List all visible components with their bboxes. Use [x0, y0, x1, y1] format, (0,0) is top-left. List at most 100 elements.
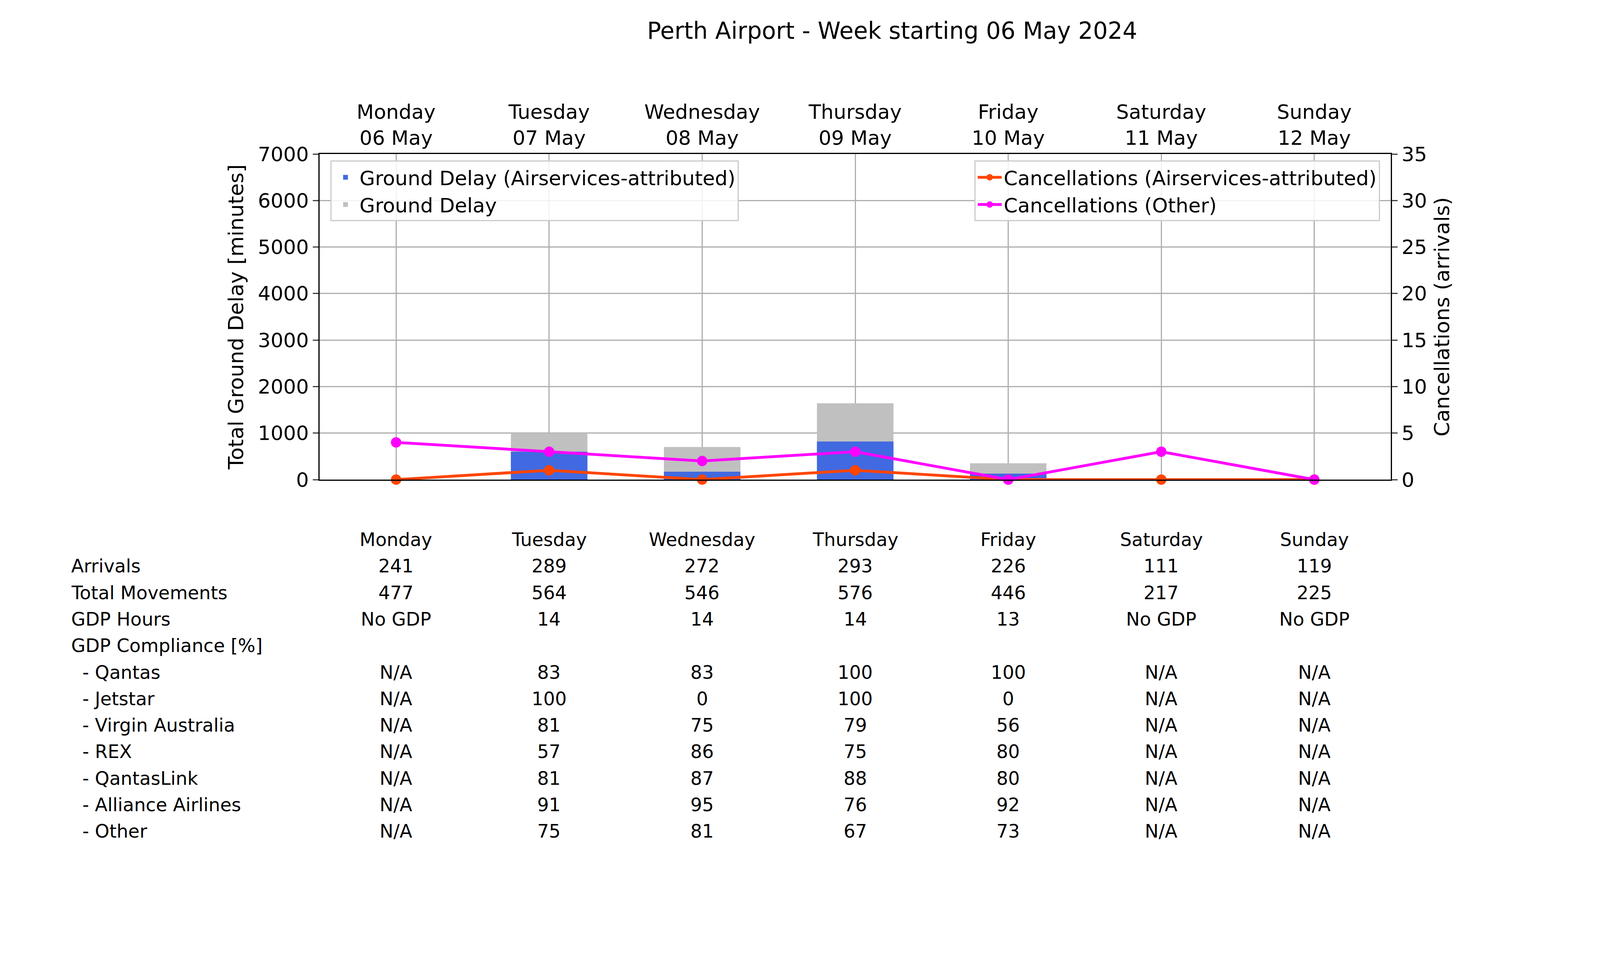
- svg-text:N/A: N/A: [379, 820, 413, 842]
- svg-text:N/A: N/A: [379, 767, 413, 790]
- svg-text:100: 100: [837, 661, 873, 684]
- svg-text:Friday: Friday: [980, 528, 1036, 551]
- svg-text:N/A: N/A: [1144, 767, 1178, 790]
- svg-text:0: 0: [696, 688, 708, 710]
- svg-text:Cancellations (arrivals): Cancellations (arrivals): [1430, 197, 1454, 437]
- svg-text:289: 289: [531, 555, 567, 577]
- svg-text:Total Movements: Total Movements: [71, 582, 228, 604]
- svg-text:81: 81: [690, 820, 714, 842]
- svg-text:Thursday: Thursday: [812, 528, 899, 551]
- svg-text:N/A: N/A: [1298, 714, 1331, 736]
- svg-text:446: 446: [990, 582, 1026, 604]
- svg-text:- REX: - REX: [82, 740, 132, 763]
- svg-text:76: 76: [843, 794, 868, 816]
- svg-text:N/A: N/A: [379, 714, 413, 736]
- svg-text:111: 111: [1143, 555, 1179, 577]
- svg-text:- Other: - Other: [82, 820, 148, 842]
- svg-text:225: 225: [1296, 582, 1332, 604]
- svg-text:80: 80: [996, 740, 1020, 763]
- svg-text:4000: 4000: [258, 282, 309, 306]
- svg-text:56: 56: [996, 714, 1020, 736]
- svg-text:57: 57: [537, 740, 561, 763]
- svg-text:92: 92: [996, 794, 1020, 816]
- svg-text:100: 100: [837, 688, 873, 710]
- svg-text:100: 100: [990, 661, 1026, 684]
- svg-text:241: 241: [378, 555, 414, 577]
- svg-text:88: 88: [843, 767, 868, 790]
- svg-text:- Alliance Airlines: - Alliance Airlines: [82, 794, 242, 816]
- svg-text:Tuesday: Tuesday: [511, 528, 587, 551]
- svg-text:Ground Delay (Airservices-attr: Ground Delay (Airservices-attributed): [359, 166, 736, 190]
- svg-text:293: 293: [837, 555, 873, 577]
- svg-text:- Jetstar: - Jetstar: [82, 688, 155, 710]
- svg-text:N/A: N/A: [1144, 820, 1178, 842]
- svg-text:N/A: N/A: [379, 740, 413, 763]
- svg-text:81: 81: [537, 767, 561, 790]
- svg-text:N/A: N/A: [1298, 820, 1331, 842]
- svg-text:Friday10 May: Friday10 May: [971, 100, 1045, 150]
- svg-text:Cancellations (Other): Cancellations (Other): [1003, 194, 1217, 218]
- svg-text:0: 0: [296, 468, 309, 492]
- svg-text:Arrivals: Arrivals: [71, 555, 141, 577]
- svg-text:N/A: N/A: [379, 688, 413, 710]
- svg-text:No GDP: No GDP: [360, 608, 432, 630]
- svg-text:N/A: N/A: [1298, 661, 1331, 684]
- svg-text:0: 0: [1002, 688, 1014, 710]
- svg-text:N/A: N/A: [379, 794, 413, 816]
- svg-text:83: 83: [690, 661, 714, 684]
- svg-text:100: 100: [531, 688, 567, 710]
- svg-text:83: 83: [537, 661, 561, 684]
- svg-text:546: 546: [684, 582, 720, 604]
- svg-text:Sunday: Sunday: [1280, 528, 1349, 551]
- svg-text:75: 75: [690, 714, 714, 736]
- svg-text:Thursday09 May: Thursday09 May: [808, 100, 902, 150]
- svg-text:N/A: N/A: [1144, 740, 1178, 763]
- svg-text:95: 95: [690, 794, 714, 816]
- svg-text:GDP Compliance [%]: GDP Compliance [%]: [71, 634, 263, 657]
- svg-text:14: 14: [690, 608, 714, 630]
- svg-text:Total Ground Delay [minutes]: Total Ground Delay [minutes]: [224, 164, 248, 470]
- svg-text:1000: 1000: [258, 421, 309, 445]
- svg-text:Wednesday08 May: Wednesday08 May: [644, 100, 760, 150]
- svg-text:81: 81: [537, 714, 561, 736]
- svg-text:576: 576: [837, 582, 873, 604]
- svg-text:- Qantas: - Qantas: [82, 661, 161, 684]
- svg-text:N/A: N/A: [1298, 794, 1331, 816]
- svg-text:10: 10: [1401, 375, 1428, 399]
- svg-text:477: 477: [378, 582, 414, 604]
- svg-text:80: 80: [996, 767, 1020, 790]
- svg-text:N/A: N/A: [1298, 688, 1331, 710]
- svg-text:N/A: N/A: [1144, 661, 1178, 684]
- svg-text:Ground Delay: Ground Delay: [359, 194, 497, 218]
- svg-text:14: 14: [537, 608, 561, 630]
- svg-text:7000: 7000: [258, 142, 309, 166]
- svg-text:Wednesday: Wednesday: [648, 528, 756, 551]
- svg-text:Cancellations (Airservices-att: Cancellations (Airservices-attributed): [1003, 166, 1377, 190]
- svg-text:N/A: N/A: [379, 661, 413, 684]
- svg-text:Monday06 May: Monday06 May: [356, 100, 436, 150]
- svg-text:Saturday11 May: Saturday11 May: [1116, 100, 1206, 150]
- svg-text:79: 79: [843, 714, 868, 736]
- svg-text:35: 35: [1401, 142, 1428, 166]
- svg-text:30: 30: [1401, 189, 1428, 213]
- svg-text:Monday: Monday: [359, 528, 433, 551]
- svg-text:217: 217: [1143, 582, 1179, 604]
- svg-text:N/A: N/A: [1144, 794, 1178, 816]
- svg-text:272: 272: [684, 555, 720, 577]
- svg-text:No GDP: No GDP: [1126, 608, 1197, 630]
- svg-text:- QantasLink: - QantasLink: [82, 767, 199, 790]
- svg-text:564: 564: [531, 582, 567, 604]
- svg-text:N/A: N/A: [1144, 714, 1178, 736]
- svg-text:87: 87: [690, 767, 714, 790]
- svg-text:GDP Hours: GDP Hours: [71, 608, 171, 630]
- svg-text:N/A: N/A: [1144, 688, 1178, 710]
- svg-text:25: 25: [1401, 235, 1428, 259]
- svg-text:N/A: N/A: [1298, 740, 1331, 763]
- svg-text:14: 14: [843, 608, 868, 630]
- svg-text:No GDP: No GDP: [1279, 608, 1350, 630]
- svg-text:75: 75: [843, 740, 868, 763]
- svg-text:226: 226: [990, 555, 1026, 577]
- svg-text:Perth Airport - Week starting: Perth Airport - Week starting 06 May 202…: [647, 17, 1138, 45]
- svg-text:119: 119: [1296, 555, 1332, 577]
- svg-text:3000: 3000: [258, 328, 309, 352]
